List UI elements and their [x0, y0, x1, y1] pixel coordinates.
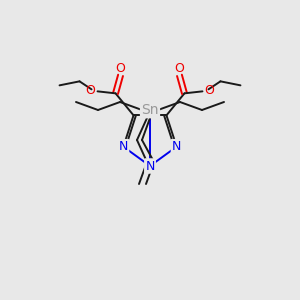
Text: O: O	[116, 62, 125, 75]
Text: Sn: Sn	[141, 103, 159, 117]
Text: O: O	[85, 84, 95, 97]
Text: N: N	[119, 140, 128, 153]
Text: N: N	[145, 160, 155, 172]
Text: O: O	[175, 62, 184, 75]
Text: O: O	[205, 84, 214, 97]
Text: N: N	[172, 140, 181, 153]
